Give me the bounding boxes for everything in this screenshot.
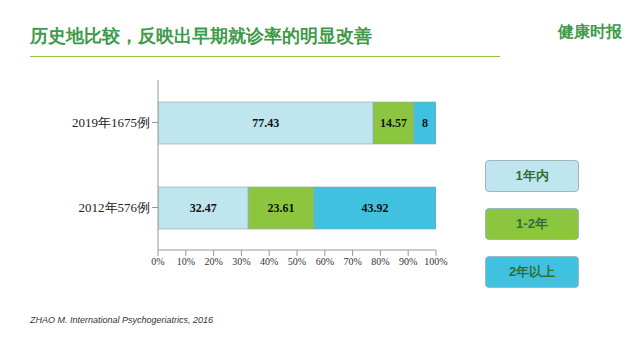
svg-text:14.57: 14.57 [380, 116, 407, 130]
html-text:2年以上: 2年以上 [508, 264, 556, 279]
svg-text:0%: 0% [151, 256, 164, 267]
svg-text:40%: 40% [260, 256, 278, 267]
html-text:历史地比较，反映出早期就诊率的明显改善: 历史地比较，反映出早期就诊率的明显改善 [30, 26, 372, 46]
svg-text:20%: 20% [204, 256, 222, 267]
svg-text:2012年576例: 2012年576例 [79, 200, 151, 215]
svg-text:23.61: 23.61 [268, 201, 295, 215]
svg-text:8: 8 [422, 116, 428, 130]
svg-text:10%: 10% [177, 256, 195, 267]
html-text:ZHAO M. International Psychoge: ZHAO M. International Psychogeriatrics, … [30, 315, 214, 325]
svg-text:43.92: 43.92 [361, 201, 388, 215]
svg-text:90%: 90% [399, 256, 417, 267]
svg-text:60%: 60% [316, 256, 334, 267]
svg-text:2019年1675例: 2019年1675例 [72, 115, 150, 130]
svg-text:80%: 80% [371, 256, 389, 267]
svg-text:70%: 70% [343, 256, 361, 267]
svg-text:30%: 30% [232, 256, 250, 267]
svg-text:50%: 50% [288, 256, 306, 267]
svg-text:100%: 100% [424, 256, 447, 267]
html-text:1年内: 1年内 [515, 168, 549, 183]
html-text:1-2年: 1-2年 [516, 216, 548, 231]
html-text:健康时报: 健康时报 [558, 23, 622, 40]
svg-text:32.47: 32.47 [190, 201, 217, 215]
svg-text:77.43: 77.43 [252, 116, 279, 130]
